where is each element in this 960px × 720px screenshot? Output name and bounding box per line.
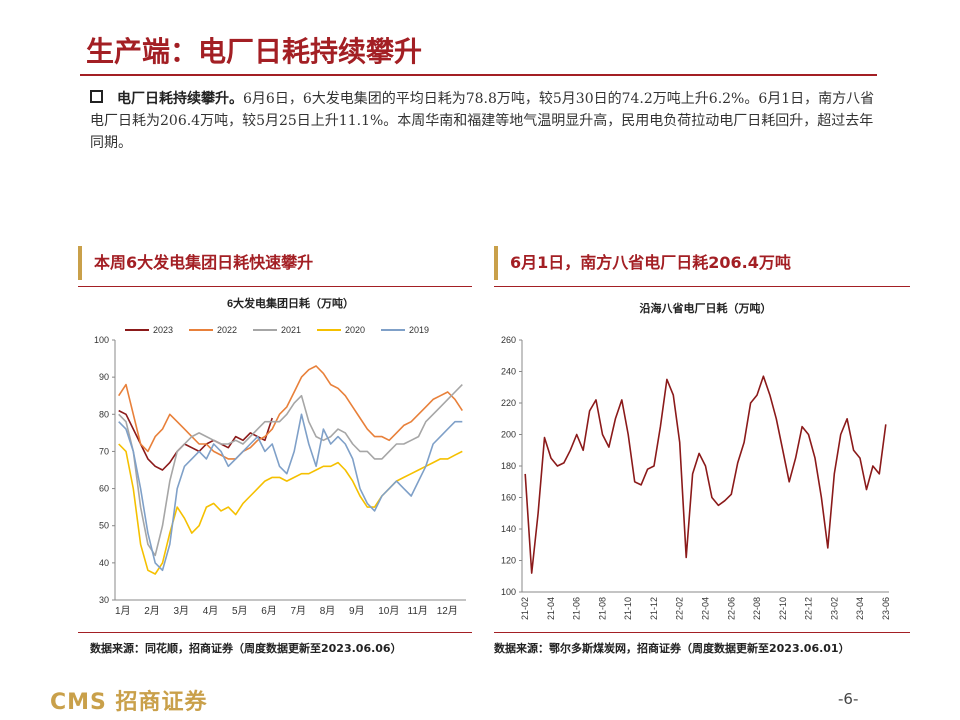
y-tick-label: 180 [501,461,516,471]
source: 数据来源：鄂尔多斯煤炭网，招商证券（周度数据更新至2023.06.01） [494,642,850,655]
section-title: 6月1日，南方八省电厂日耗206.4万吨 [494,246,791,280]
y-tick-label: 260 [501,335,516,345]
x-tick-label: 9月 [349,605,365,617]
legend-label: 2022 [217,325,237,335]
y-tick-label: 100 [94,335,109,345]
y-tick-label: 40 [99,558,109,568]
section-title: 本周6大发电集团日耗快速攀升 [78,246,313,280]
x-tick-label: 4月 [203,605,219,617]
x-tick-label: 22-10 [778,597,788,620]
y-tick-label: 80 [99,409,109,419]
x-tick-label: 8月 [320,605,336,617]
x-tick-label: 21-04 [546,597,556,620]
source-rule [78,632,472,633]
y-tick-label: 100 [501,587,516,597]
x-tick-label: 10月 [378,605,399,617]
x-tick-label: 21-02 [520,597,530,620]
x-tick-label: 1月 [115,605,131,617]
legend-label: 2019 [409,325,429,335]
bullet-lead: 电厂日耗持续攀升。 [117,91,243,107]
x-tick-label: 3月 [174,605,190,617]
y-tick-label: 120 [501,556,516,566]
logo: CMS 招商证券 [50,690,208,715]
data-line [524,375,887,574]
y-tick-label: 160 [501,493,516,503]
y-tick-label: 60 [99,484,109,494]
data-line [118,443,463,575]
y-tick-label: 200 [501,430,516,440]
x-tick-label: 22-04 [701,597,711,620]
x-tick-label: 22-08 [752,597,762,620]
data-line [118,413,463,572]
title-rule [80,74,877,76]
y-tick-label: 50 [99,521,109,531]
x-tick-label: 22-06 [726,597,736,620]
bullet-box [90,90,103,103]
chart: 6大发电集团日耗（万吨） 30 40 50 60 70 80 90 100 1月 2月 3月 4月 5月 6… [94,296,466,617]
x-tick-label: 7月 [291,605,307,617]
x-tick-label: 23-02 [829,597,839,620]
x-tick-label: 22-02 [675,597,685,620]
x-tick-label: 23-06 [881,597,891,620]
x-tick-label: 21-08 [597,597,607,620]
slide-title: 生产端：电厂日耗持续攀升 [86,35,423,68]
legend-label: 2023 [153,325,173,335]
bullet: 电厂日耗持续攀升。6月6日，6大发电集团的平均日耗为78.8万吨，较5月30日的… [90,88,880,154]
chart: 沿海八省电厂日耗（万吨） 100 120 140 160 180 200 220 240 260 2… [501,301,891,620]
data-line [118,384,463,557]
x-tick-label: 12月 [437,605,458,617]
x-tick-label: 23-04 [855,597,865,620]
y-tick-label: 220 [501,398,516,408]
data-line [118,365,463,460]
y-tick-label: 30 [99,595,109,605]
x-tick-label: 6月 [261,605,277,617]
legend-label: 2020 [345,325,365,335]
x-tick-label: 21-12 [649,597,659,620]
source-rule [494,632,910,633]
x-tick-label: 21-10 [623,597,633,620]
x-tick-label: 2月 [144,605,160,617]
y-tick-label: 140 [501,524,516,534]
y-tick-label: 90 [99,372,109,382]
x-tick-label: 21-06 [572,597,582,620]
y-tick-label: 240 [501,367,516,377]
chart-title: 沿海八省电厂日耗（万吨） [640,301,772,315]
bullet-text: 6月6日，6大发电集团的平均日耗为78.8万吨，较5月30日的74.2万吨上升6… [90,91,875,151]
chart-title: 6大发电集团日耗（万吨） [227,296,354,310]
x-tick-label: 11月 [408,605,428,617]
x-tick-label: 5月 [232,605,248,617]
page-number: -6- [838,690,859,708]
x-tick-label: 22-12 [804,597,814,620]
data-line [118,409,273,471]
source: 数据来源：同花顺，招商证券（周度数据更新至2023.06.06） [90,642,402,655]
y-tick-label: 70 [99,446,109,456]
legend-label: 2021 [281,325,301,335]
section-rule [78,286,472,287]
section-rule [494,286,910,287]
